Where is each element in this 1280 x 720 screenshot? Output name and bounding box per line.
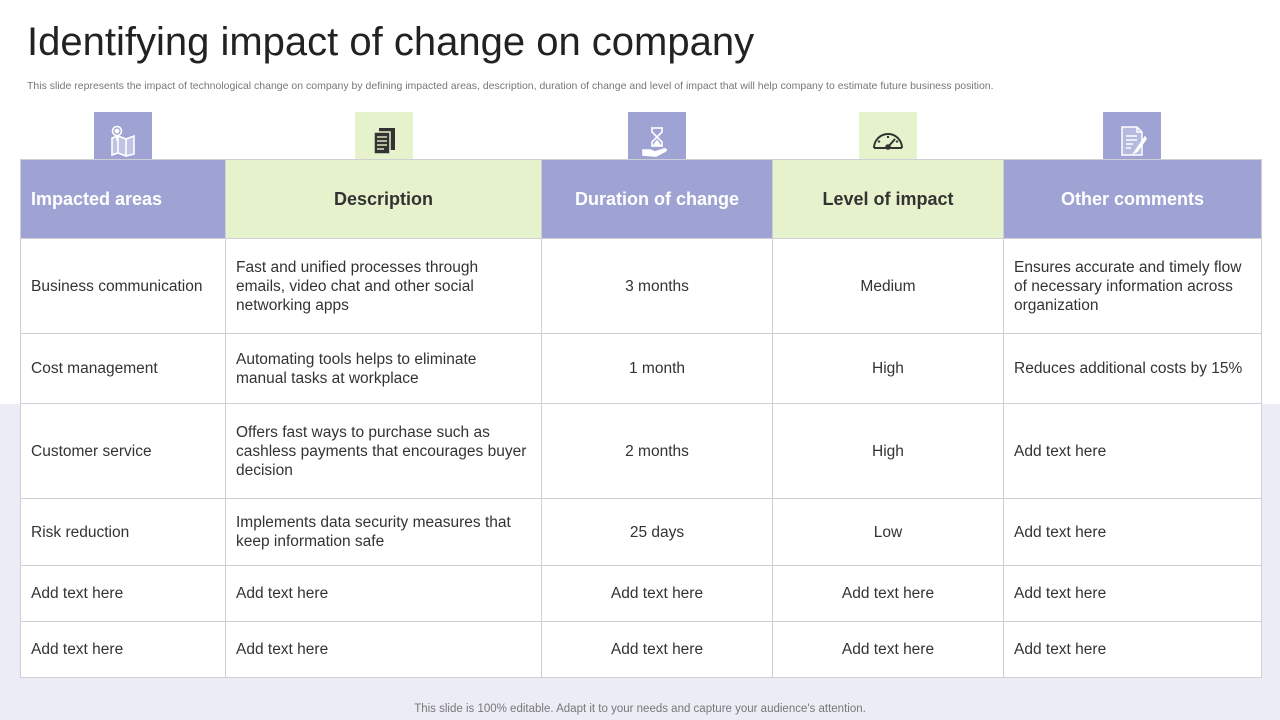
- comment-cell: Reduces additional costs by 15%: [1003, 333, 1262, 404]
- table-row: Cost management Automating tools helps t…: [20, 333, 1262, 404]
- duration-cell: 25 days: [541, 498, 773, 566]
- header-row: Impacted areas Description Duration of c…: [20, 159, 1262, 239]
- impacted-area-cell: Add text here: [20, 565, 226, 622]
- impacted-area-cell: Add text here: [20, 621, 226, 678]
- impacted-area-cell: Risk reduction: [20, 498, 226, 566]
- impacted-area-cell: Cost management: [20, 333, 226, 404]
- description-cell: Implements data security measures that k…: [225, 498, 542, 566]
- table-row: Risk reduction Implements data security …: [20, 498, 1262, 566]
- description-cell: Offers fast ways to purchase such as cas…: [225, 403, 542, 499]
- duration-cell: 3 months: [541, 238, 773, 334]
- impact-level-cell: Add text here: [772, 621, 1004, 678]
- impacted-area-cell: Customer service: [20, 403, 226, 499]
- duration-cell: Add text here: [541, 565, 773, 622]
- impacted-area-cell: Business communication: [20, 238, 226, 334]
- comment-cell: Add text here: [1003, 565, 1262, 622]
- duration-cell: 1 month: [541, 333, 773, 404]
- impact-level-cell: Medium: [772, 238, 1004, 334]
- table-row: Business communication Fast and unified …: [20, 238, 1262, 334]
- comment-cell: Ensures accurate and timely flow of nece…: [1003, 238, 1262, 334]
- impact-level-cell: Low: [772, 498, 1004, 566]
- table-row: Add text here Add text here Add text her…: [20, 621, 1262, 678]
- description-cell: Add text here: [225, 621, 542, 678]
- description-cell: Automating tools helps to eliminate manu…: [225, 333, 542, 404]
- description-cell: Add text here: [225, 565, 542, 622]
- comment-cell: Add text here: [1003, 621, 1262, 678]
- header-description: Description: [225, 159, 542, 239]
- impact-level-cell: High: [772, 403, 1004, 499]
- comment-cell: Add text here: [1003, 498, 1262, 566]
- table-row: Add text here Add text here Add text her…: [20, 565, 1262, 622]
- impact-level-cell: High: [772, 333, 1004, 404]
- header-impacted-areas: Impacted areas: [20, 159, 226, 239]
- header-level-of-impact: Level of impact: [772, 159, 1004, 239]
- impact-level-cell: Add text here: [772, 565, 1004, 622]
- header-duration: Duration of change: [541, 159, 773, 239]
- page-title: Identifying impact of change on company: [27, 20, 755, 64]
- table-row: Customer service Offers fast ways to pur…: [20, 403, 1262, 499]
- duration-cell: 2 months: [541, 403, 773, 499]
- duration-cell: Add text here: [541, 621, 773, 678]
- comment-cell: Add text here: [1003, 403, 1262, 499]
- description-cell: Fast and unified processes through email…: [225, 238, 542, 334]
- page-subtitle: This slide represents the impact of tech…: [27, 80, 994, 92]
- impact-table: Impacted areas Description Duration of c…: [20, 159, 1262, 678]
- header-other-comments: Other comments: [1003, 159, 1262, 239]
- footer-note: This slide is 100% editable. Adapt it to…: [414, 703, 866, 715]
